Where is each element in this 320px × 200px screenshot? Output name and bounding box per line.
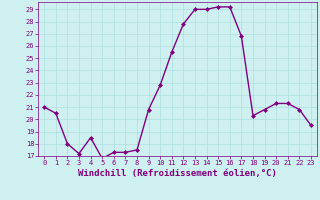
X-axis label: Windchill (Refroidissement éolien,°C): Windchill (Refroidissement éolien,°C) — [78, 169, 277, 178]
